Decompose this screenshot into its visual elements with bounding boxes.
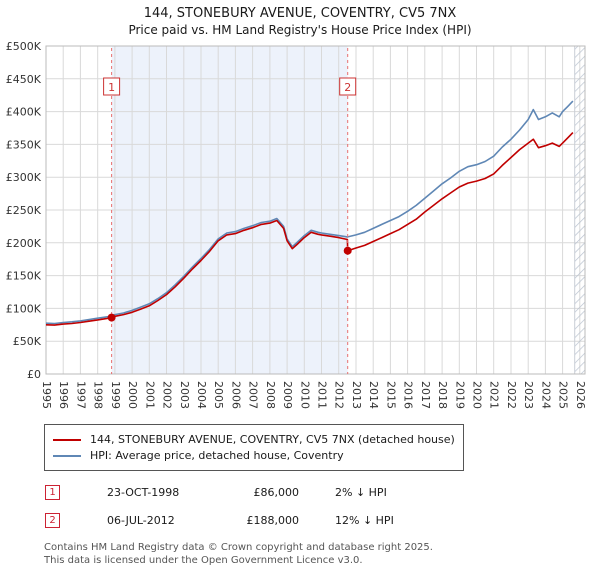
- x-tick-label: 2000: [126, 381, 139, 409]
- x-tick-label: 2013: [350, 381, 363, 409]
- x-tick-label: 2005: [212, 381, 225, 409]
- sale-number-box: [339, 77, 357, 96]
- x-tick-label: 2002: [161, 381, 174, 409]
- sale-1-date: 23-OCT-1998: [107, 486, 180, 500]
- sale-point-marker: [107, 314, 116, 323]
- x-tick-label: 2003: [178, 381, 191, 409]
- property-line-swatch: [53, 438, 81, 441]
- sale-annotation-row: 2 06-JUL-2012 £188,000 12% ↓ HPI: [45, 513, 600, 529]
- hpi-series-line: [45, 101, 574, 325]
- y-tick-label: £450K: [6, 73, 42, 86]
- y-tick-label: £150K: [6, 270, 42, 283]
- x-tick-label: 2014: [367, 381, 380, 409]
- property-series-line: [45, 132, 574, 327]
- x-tick-label: 2004: [195, 381, 208, 409]
- legend-label-hpi: HPI: Average price, detached house, Cove…: [90, 449, 344, 463]
- sale-point-marker: [343, 247, 352, 256]
- x-tick-label: 2010: [298, 381, 311, 409]
- x-tick-label: 2006: [229, 381, 242, 409]
- x-tick-label: 2016: [402, 381, 415, 409]
- y-tick-label: £350K: [6, 139, 42, 152]
- x-tick-label: 1997: [74, 381, 87, 409]
- plot-border: [45, 45, 586, 375]
- x-tick-label: 2018: [436, 381, 449, 409]
- legend: 144, STONEBURY AVENUE, COVENTRY, CV5 7NX…: [44, 424, 464, 472]
- x-tick-label: 2008: [264, 381, 277, 409]
- sale-annotations: 1 23-OCT-1998 £86,000 2% ↓ HPI 2 06-JUL-…: [45, 485, 600, 529]
- x-tick-label: 2020: [471, 381, 484, 409]
- x-tick-label: 2011: [316, 381, 329, 409]
- y-tick-label: £250K: [6, 204, 42, 217]
- sale-2-number-badge: 2: [45, 513, 60, 529]
- sale-number-label: 1: [108, 81, 115, 94]
- y-tick-label: £400K: [6, 106, 42, 119]
- license-footer: Contains HM Land Registry data © Crown c…: [44, 541, 600, 567]
- sale-2-price: £188,000: [246, 514, 300, 528]
- chart-header: 144, STONEBURY AVENUE, COVENTRY, CV5 7NX…: [0, 0, 600, 38]
- x-tick-label: 2022: [505, 381, 518, 409]
- sale-2-date: 06-JUL-2012: [107, 514, 175, 528]
- sale-annotation-row: 1 23-OCT-1998 £86,000 2% ↓ HPI: [45, 485, 600, 501]
- x-tick-label: 2025: [557, 381, 570, 409]
- x-tick-label: 1995: [40, 381, 53, 409]
- footer-line-2: This data is licensed under the Open Gov…: [44, 555, 363, 567]
- sale-1-hpi-diff: 2% ↓ HPI: [335, 486, 387, 500]
- hpi-line-swatch: [53, 454, 81, 457]
- sale-2-hpi-diff: 12% ↓ HPI: [335, 514, 394, 528]
- hatched-future-region: [574, 45, 586, 375]
- x-tick-label: 2001: [143, 381, 156, 409]
- x-tick-label: 1999: [109, 381, 122, 409]
- footer-line-1: Contains HM Land Registry data © Crown c…: [44, 542, 433, 554]
- x-tick-label: 2017: [419, 381, 432, 409]
- x-tick-label: 2019: [453, 381, 466, 409]
- sale-1-price: £86,000: [253, 486, 300, 500]
- sale-number-label: 2: [344, 81, 351, 94]
- y-tick-label: £200K: [6, 237, 42, 250]
- x-tick-label: 1996: [57, 381, 70, 409]
- price-history-chart: 1995 1996 1997 1998 1999 2000 2001 2002 2003 2004…: [6, 40, 587, 409]
- x-tick-label: 2024: [539, 381, 552, 409]
- x-tick-label: 2007: [247, 381, 260, 409]
- sale-number-box: [103, 77, 121, 96]
- x-tick-label: 2026: [574, 381, 587, 409]
- y-tick-label: £100K: [6, 303, 42, 316]
- x-tick-label: 2012: [333, 381, 346, 409]
- y-tick-label: £0: [27, 368, 41, 381]
- x-tick-label: 2021: [488, 381, 501, 409]
- x-tick-label: 2023: [522, 381, 535, 409]
- legend-item-property: 144, STONEBURY AVENUE, COVENTRY, CV5 7NX…: [53, 433, 455, 446]
- x-tick-label: 1998: [92, 381, 105, 409]
- y-tick-label: £50K: [13, 336, 42, 349]
- page-title: 144, STONEBURY AVENUE, COVENTRY, CV5 7NX: [143, 6, 457, 21]
- legend-label-property: 144, STONEBURY AVENUE, COVENTRY, CV5 7NX…: [90, 433, 455, 447]
- x-tick-label: 2009: [281, 381, 294, 409]
- legend-item-hpi: HPI: Average price, detached house, Cove…: [53, 449, 455, 462]
- y-tick-label: £500K: [6, 40, 42, 53]
- x-tick-label: 2015: [384, 381, 397, 409]
- y-tick-label: £300K: [6, 172, 42, 185]
- page-subtitle: Price paid vs. HM Land Registry's House …: [128, 22, 472, 37]
- sale-1-number-badge: 1: [45, 485, 60, 501]
